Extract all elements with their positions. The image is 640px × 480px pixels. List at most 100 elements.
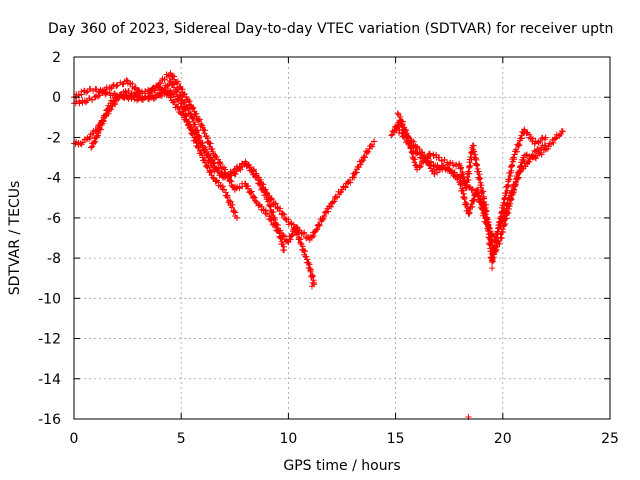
grid-lines (74, 57, 610, 419)
y-tick-label: -16 (38, 412, 61, 428)
dense-markers (340, 174, 356, 191)
dense-markers (168, 80, 184, 99)
x-tick-label: 25 (601, 431, 619, 447)
dense-markers (211, 160, 226, 181)
x-tick-label: 0 (70, 431, 79, 447)
dense-markers (291, 226, 304, 246)
data-point (446, 160, 453, 167)
chart-title: Day 360 of 2023, Sidereal Day-to-day VTE… (48, 21, 613, 37)
dense-markers (329, 188, 344, 206)
data-point (388, 132, 395, 139)
dense-markers (242, 160, 259, 180)
dense-markers (72, 97, 86, 107)
dense-markers (502, 156, 517, 199)
dense-markers (320, 203, 335, 222)
dense-markers (307, 228, 319, 241)
y-tick-label: -12 (38, 332, 61, 348)
data-point (508, 190, 515, 197)
dense-markers (210, 176, 226, 193)
dense-markers (274, 227, 287, 254)
data-point (405, 134, 412, 141)
dense-markers (543, 135, 559, 152)
dense-markers (211, 152, 227, 172)
data-point (88, 144, 95, 151)
data-point (313, 226, 320, 233)
data-point (308, 283, 315, 290)
y-tick-label: -2 (47, 130, 61, 146)
dense-markers (263, 196, 281, 229)
dense-markers (470, 142, 483, 181)
dense-markers (103, 81, 120, 92)
dense-markers (298, 240, 313, 271)
dense-markers (200, 157, 217, 181)
dense-markers (221, 186, 234, 206)
dense-markers (243, 183, 259, 204)
x-axis-label: GPS time / hours (283, 458, 400, 474)
series-outliers (308, 265, 496, 420)
data-point (371, 138, 378, 145)
y-tick-label: -10 (38, 291, 61, 307)
dense-markers (232, 160, 248, 178)
dense-markers (510, 128, 528, 161)
y-tick-label: -4 (47, 171, 61, 187)
dense-markers (200, 126, 216, 155)
data-point (233, 214, 240, 221)
dense-markers (253, 174, 270, 199)
dense-markers (253, 200, 269, 217)
data-point (559, 128, 566, 135)
dense-markers (179, 110, 195, 133)
dense-markers (389, 119, 402, 138)
dense-markers (361, 138, 378, 161)
series-track-e (392, 124, 566, 258)
dense-markers (474, 187, 489, 225)
dense-markers (83, 85, 97, 96)
dense-markers (518, 160, 531, 174)
y-tick-label: -8 (47, 251, 61, 267)
dense-markers (89, 133, 100, 150)
dense-markers (457, 180, 472, 214)
data-point (542, 142, 549, 149)
series-track-g (388, 118, 549, 244)
dense-markers (158, 86, 173, 99)
dense-markers (436, 154, 451, 168)
data-point (396, 118, 403, 125)
x-tick-label: 15 (387, 431, 405, 447)
data-marks (71, 70, 566, 420)
dense-markers (72, 138, 82, 148)
data-point (489, 265, 496, 272)
dense-markers (532, 135, 548, 146)
dense-markers (72, 87, 88, 100)
dense-markers (500, 192, 515, 221)
dense-markers (179, 86, 194, 109)
data-point (253, 198, 260, 205)
dense-markers (307, 266, 317, 286)
dense-markers (350, 157, 367, 181)
dense-markers (422, 155, 438, 175)
y-tick-label: 2 (52, 50, 61, 66)
data-point (542, 134, 549, 141)
y-tick-label: -14 (38, 372, 61, 388)
dense-markers (448, 168, 463, 186)
y-tick-label: 0 (52, 90, 61, 106)
dense-markers (95, 114, 107, 139)
dense-markers (508, 168, 524, 195)
dense-markers (168, 72, 184, 91)
dense-markers (447, 159, 463, 170)
dense-markers (431, 163, 445, 177)
y-tick-label: -6 (47, 211, 61, 227)
dense-markers (136, 86, 152, 97)
x-tick-label: 20 (494, 431, 512, 447)
dense-markers (397, 121, 411, 140)
dense-markers (491, 217, 506, 243)
x-tick-label: 5 (177, 431, 186, 447)
dense-markers (521, 127, 538, 147)
dense-markers (168, 94, 184, 117)
dense-markers (147, 83, 161, 95)
dense-markers (189, 104, 206, 130)
y-axis-label: SDTVAR / TECUs (7, 181, 23, 296)
dense-markers (200, 144, 216, 164)
plot-frame (73, 56, 611, 420)
x-tick-label: 10 (279, 431, 297, 447)
